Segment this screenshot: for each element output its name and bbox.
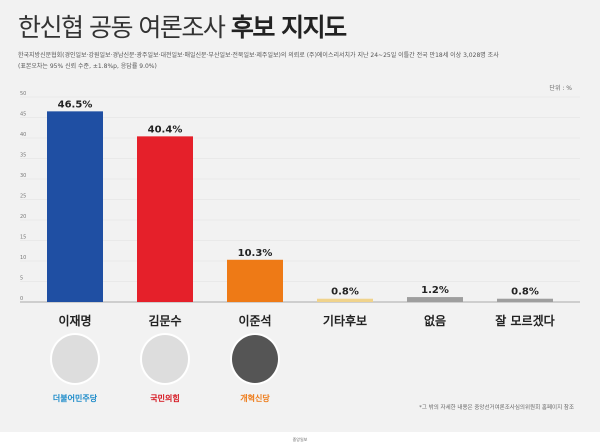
bar <box>497 298 553 302</box>
unit-label: 단위 : % <box>549 85 572 92</box>
y-tick-label: 15 <box>20 235 26 241</box>
data-label: 0.8% <box>511 287 539 298</box>
bar <box>227 259 283 302</box>
y-tick-label: 25 <box>20 194 26 200</box>
bar <box>317 298 373 302</box>
party-logo-democratic: 더불어민주당 <box>52 394 98 403</box>
y-tick-label: 50 <box>20 91 26 97</box>
y-tick-label: 10 <box>20 255 26 261</box>
page-title: 한신협 공동 여론조사 후보 지지도 <box>18 8 347 44</box>
footer-logo: 중앙일보 <box>0 432 600 447</box>
category-label: 이재명 <box>58 314 92 328</box>
data-label: 1.2% <box>421 285 449 296</box>
category-label: 기타후보 <box>322 314 368 328</box>
bar <box>407 297 463 302</box>
y-tick-label: 45 <box>20 112 26 118</box>
y-tick-label: 40 <box>20 132 26 138</box>
data-label: 0.8% <box>331 287 359 298</box>
footnote: *그 밖의 자세한 내용은 중앙선거여론조사심의위원회 홈페이지 참조 <box>419 405 574 411</box>
bar <box>47 111 103 302</box>
candidate-photo <box>230 333 280 385</box>
category-label: 김문수 <box>148 314 182 328</box>
bar <box>137 136 193 302</box>
candidate-photo <box>140 333 190 385</box>
candidate-photo <box>50 333 100 385</box>
category-label: 없음 <box>423 314 447 328</box>
party-logo-reform: 개혁신당 <box>240 394 270 403</box>
subtitle: 한국지방신문협회(경인일보·강원일보·경남신문·광주일보·대전일보·매일신문·부… <box>18 50 588 72</box>
category-label: 이준석 <box>238 314 272 328</box>
subtitle-line-2: (표본오차는 95% 신뢰 수준, ±1.8%p, 응답률 9.0%) <box>18 63 157 70</box>
y-tick-label: 35 <box>20 153 26 159</box>
subtitle-line-1: 한국지방신문협회(경인일보·강원일보·경남신문·광주일보·대전일보·매일신문·부… <box>18 52 499 59</box>
title-normal: 한신협 공동 여론조사 <box>18 13 226 42</box>
y-tick-label: 30 <box>20 173 26 179</box>
data-label: 40.4% <box>148 124 183 135</box>
category-label: 잘 모르겠다 <box>495 314 555 328</box>
y-tick-label: 0 <box>20 296 23 302</box>
y-tick-label: 5 <box>20 276 23 282</box>
party-logo-ppp: 국민의힘 <box>150 394 180 403</box>
y-tick-label: 20 <box>20 214 26 220</box>
data-label: 10.3% <box>238 248 273 259</box>
bar-chart: 0 5 10 15 20 25 30 35 40 45 50 46.5% 40.4% 10.3% 0.8% 1… <box>20 91 580 303</box>
data-label: 46.5% <box>58 99 93 110</box>
title-bold: 후보 지지도 <box>230 13 347 42</box>
